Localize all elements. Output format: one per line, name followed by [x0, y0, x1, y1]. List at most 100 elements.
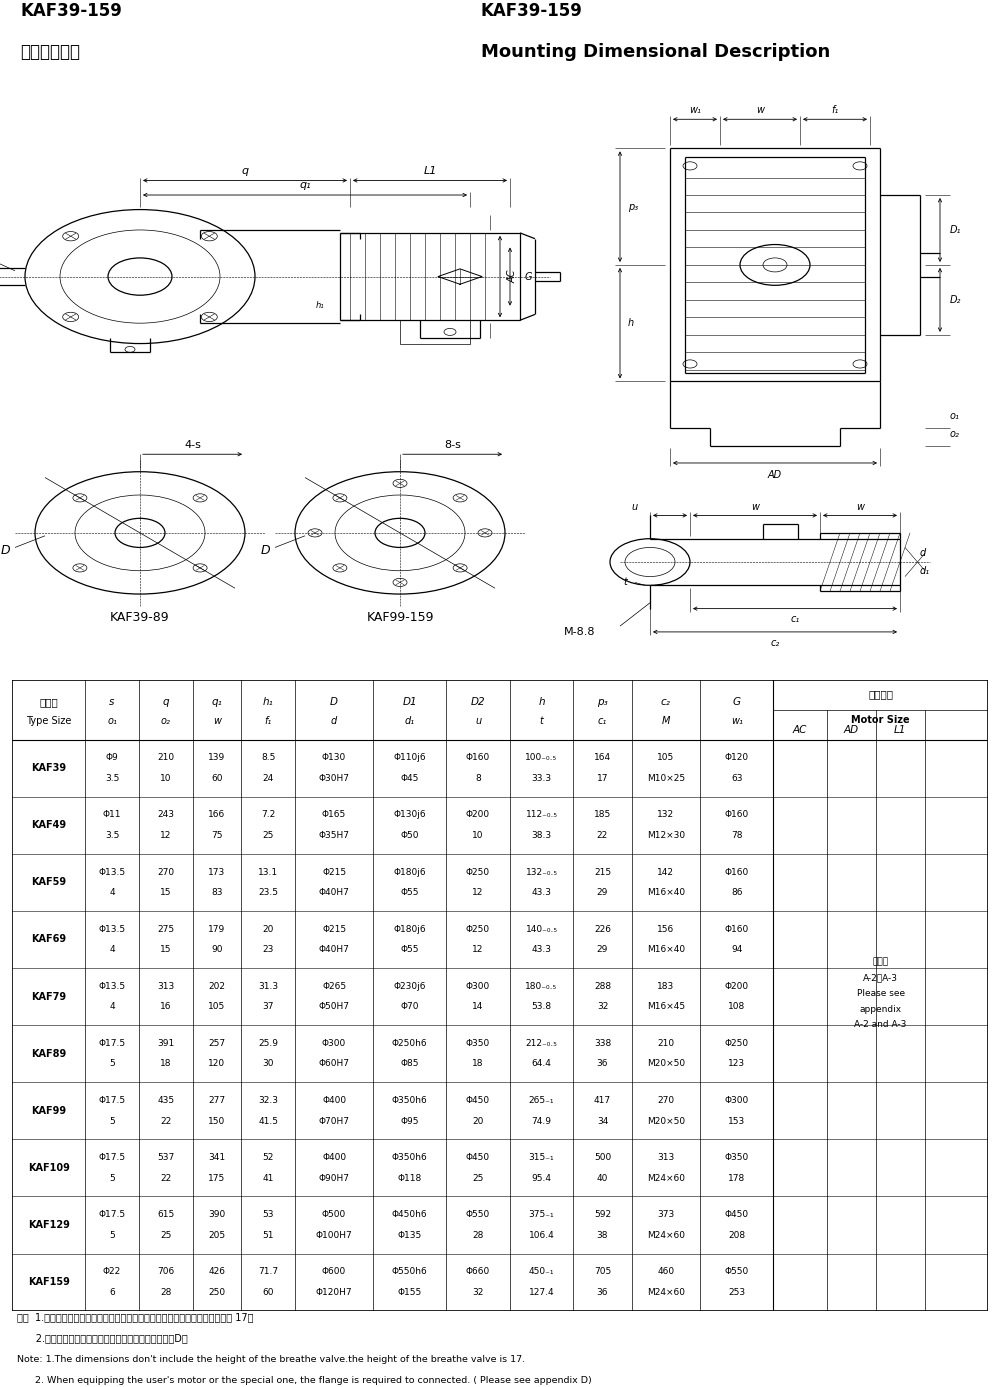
Text: Φ135: Φ135	[398, 1230, 422, 1240]
Text: 51: 51	[262, 1230, 274, 1240]
Text: 94: 94	[731, 946, 742, 954]
Text: 391: 391	[157, 1039, 174, 1049]
Text: Φ300: Φ300	[322, 1039, 346, 1049]
Text: M-8.8: M-8.8	[564, 627, 596, 637]
Text: Φ165: Φ165	[322, 810, 346, 820]
Text: Φ200: Φ200	[466, 810, 490, 820]
Text: f₁: f₁	[265, 716, 272, 725]
Text: p₃: p₃	[628, 201, 638, 212]
Text: 18: 18	[472, 1060, 484, 1068]
Text: 4: 4	[109, 1003, 115, 1011]
Text: KAF39-89: KAF39-89	[110, 610, 170, 624]
Text: 373: 373	[657, 1211, 675, 1219]
Text: 164: 164	[594, 753, 611, 763]
Text: Φ450: Φ450	[466, 1096, 490, 1105]
Text: KAF79: KAF79	[31, 992, 66, 1001]
Text: G: G	[733, 698, 741, 707]
Text: 500: 500	[594, 1153, 611, 1162]
Text: Φ215: Φ215	[322, 868, 346, 877]
Text: w: w	[213, 716, 221, 725]
Text: 123: 123	[728, 1060, 745, 1068]
Text: 215: 215	[594, 868, 611, 877]
Text: 53.8: 53.8	[531, 1003, 552, 1011]
Text: G: G	[525, 272, 532, 282]
Text: M24×60: M24×60	[647, 1173, 685, 1183]
Text: 210: 210	[157, 753, 174, 763]
Text: Mounting Dimensional Description: Mounting Dimensional Description	[481, 43, 830, 61]
Text: Φ400: Φ400	[322, 1096, 346, 1105]
Text: 78: 78	[731, 831, 742, 841]
Text: M20×50: M20×50	[647, 1117, 685, 1126]
Text: o₂: o₂	[950, 429, 960, 438]
Text: 12: 12	[472, 888, 484, 897]
Text: q: q	[162, 698, 169, 707]
Text: w₁: w₁	[731, 716, 743, 725]
Text: M16×40: M16×40	[647, 888, 685, 897]
Text: 202: 202	[208, 982, 225, 990]
Text: Φ9: Φ9	[106, 753, 118, 763]
Text: 29: 29	[597, 888, 608, 897]
Text: M: M	[662, 716, 670, 725]
Text: 40: 40	[597, 1173, 608, 1183]
Text: 28: 28	[160, 1289, 171, 1297]
Text: M24×60: M24×60	[647, 1230, 685, 1240]
Text: 375₋₁: 375₋₁	[529, 1211, 554, 1219]
Text: q₁: q₁	[212, 698, 222, 707]
Text: 5: 5	[109, 1173, 115, 1183]
Text: Φ250h6: Φ250h6	[392, 1039, 428, 1049]
Text: w: w	[756, 104, 764, 115]
Text: Note: 1.The dimensions don't include the height of the breathe valve.the height : Note: 1.The dimensions don't include the…	[17, 1355, 525, 1363]
Text: A-2和A-3: A-2和A-3	[863, 974, 898, 982]
Text: Φ265: Φ265	[322, 982, 346, 990]
Text: 4-s: 4-s	[184, 440, 201, 449]
Text: Φ350h6: Φ350h6	[392, 1096, 428, 1105]
Text: D: D	[260, 544, 270, 556]
Text: KAF159: KAF159	[28, 1277, 70, 1287]
Text: 28: 28	[472, 1230, 484, 1240]
Text: 83: 83	[211, 888, 223, 897]
Text: Φ450: Φ450	[466, 1153, 490, 1162]
Text: 275: 275	[157, 925, 174, 933]
Text: 132₋₀.₅: 132₋₀.₅	[525, 868, 557, 877]
Text: 105: 105	[657, 753, 675, 763]
Text: u: u	[632, 502, 638, 513]
Text: 75: 75	[211, 831, 223, 841]
Text: Φ13.5: Φ13.5	[98, 982, 126, 990]
Text: 15: 15	[160, 888, 171, 897]
Text: Φ11: Φ11	[103, 810, 121, 820]
Text: Φ120H7: Φ120H7	[316, 1289, 352, 1297]
Text: M16×40: M16×40	[647, 946, 685, 954]
Text: 277: 277	[208, 1096, 226, 1105]
Text: 180₋₀.₅: 180₋₀.₅	[525, 982, 558, 990]
Text: Φ90H7: Φ90H7	[319, 1173, 350, 1183]
Text: 156: 156	[657, 925, 675, 933]
Text: 31.3: 31.3	[258, 982, 278, 990]
Text: Φ600: Φ600	[322, 1268, 346, 1276]
Text: 112₋₀.₅: 112₋₀.₅	[525, 810, 557, 820]
Text: 22: 22	[160, 1117, 171, 1126]
Text: o₂: o₂	[161, 716, 171, 725]
Text: 108: 108	[728, 1003, 745, 1011]
Text: 265₋₁: 265₋₁	[529, 1096, 554, 1105]
Text: Φ130: Φ130	[322, 753, 346, 763]
Text: 178: 178	[728, 1173, 745, 1183]
Text: 313: 313	[657, 1153, 675, 1162]
Text: Φ13.5: Φ13.5	[98, 868, 126, 877]
Text: 53: 53	[262, 1211, 274, 1219]
Text: d₁: d₁	[405, 716, 415, 725]
Text: Φ35H7: Φ35H7	[319, 831, 350, 841]
Text: M12×30: M12×30	[647, 831, 685, 841]
Text: M16×45: M16×45	[647, 1003, 685, 1011]
Text: Φ660: Φ660	[466, 1268, 490, 1276]
Text: 615: 615	[157, 1211, 174, 1219]
Text: 127.4: 127.4	[529, 1289, 554, 1297]
Text: 313: 313	[157, 982, 174, 990]
Text: 74.9: 74.9	[531, 1117, 551, 1126]
Text: 41: 41	[263, 1173, 274, 1183]
Text: 4: 4	[109, 888, 115, 897]
Text: Φ17.5: Φ17.5	[98, 1211, 126, 1219]
Text: Φ60H7: Φ60H7	[319, 1060, 350, 1068]
Text: 106.4: 106.4	[529, 1230, 554, 1240]
Text: KAF69: KAF69	[31, 935, 66, 945]
Text: 4: 4	[109, 946, 115, 954]
